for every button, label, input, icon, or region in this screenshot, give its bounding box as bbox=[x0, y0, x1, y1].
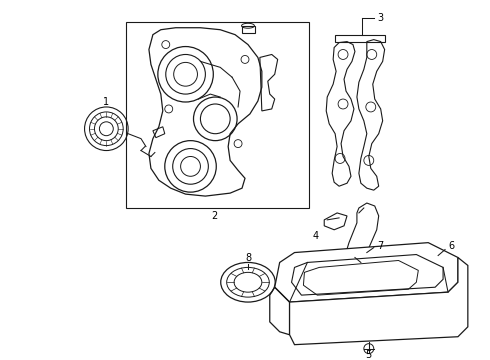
Bar bbox=[126, 22, 309, 208]
Polygon shape bbox=[290, 257, 468, 345]
Text: 6: 6 bbox=[448, 240, 454, 251]
Text: 4: 4 bbox=[312, 231, 318, 241]
Text: 5: 5 bbox=[366, 350, 372, 360]
Text: 1: 1 bbox=[103, 97, 109, 107]
Text: 7: 7 bbox=[378, 240, 384, 251]
Polygon shape bbox=[275, 243, 458, 302]
Text: 2: 2 bbox=[211, 211, 218, 221]
Text: 3: 3 bbox=[378, 13, 384, 23]
Text: 8: 8 bbox=[245, 252, 251, 262]
